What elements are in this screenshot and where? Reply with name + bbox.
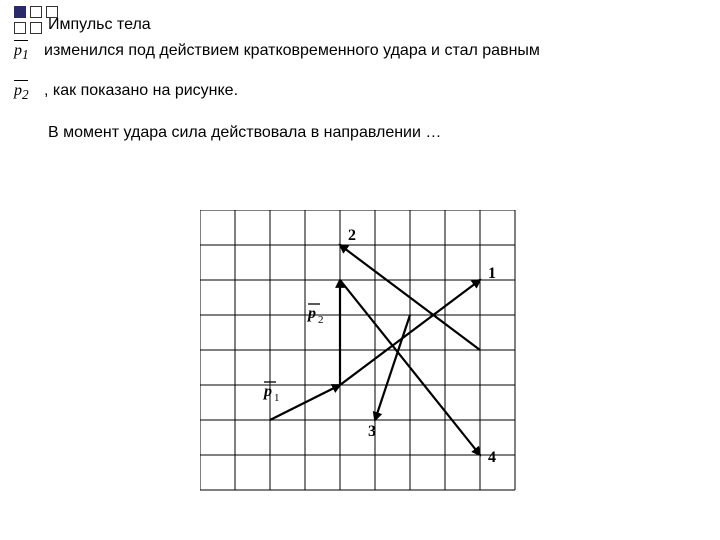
svg-text:2: 2 [318,314,324,326]
text-line-1: Импульс тела [48,14,151,36]
bullet-filled [14,6,26,18]
svg-text:3: 3 [368,423,376,440]
svg-text:2: 2 [348,227,356,244]
text-line-4: В момент удара сила действовала в направ… [48,122,441,144]
chart-svg: 1234pp12 [200,210,520,495]
p1-sub: 1 [22,47,29,62]
text-line-3: , как показано на рисунке. [44,80,238,102]
p2-sub: 2 [22,87,29,102]
bullet-empty [30,6,42,18]
svg-text:p: p [262,383,272,400]
symbol-p2: p2 [14,80,29,105]
bullet-empty [30,22,42,34]
p1-letter: p [14,42,22,59]
svg-text:p: p [306,305,316,322]
text-line-2: изменился под действием кратковременного… [44,40,540,62]
overbar-p1 [14,40,28,41]
p2-letter: p [14,82,22,99]
overbar-p2 [14,80,28,81]
svg-text:1: 1 [274,392,280,404]
svg-text:1: 1 [488,265,496,282]
chart: 1234pp12 [200,210,520,490]
bullet-row-2 [14,22,42,34]
bullet-empty [14,22,26,34]
svg-text:4: 4 [488,449,496,466]
symbol-p1: p1 [14,40,29,65]
